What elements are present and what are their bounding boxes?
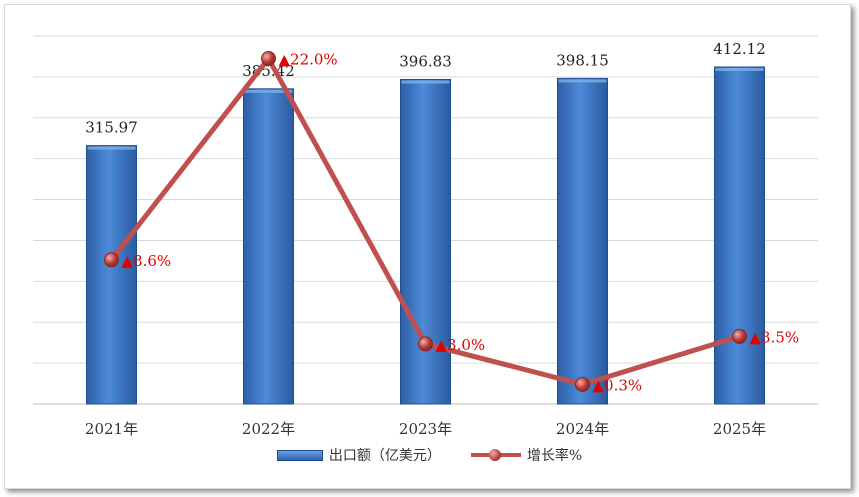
line-point — [261, 51, 276, 67]
legend-line-swatch — [470, 449, 521, 461]
line-value-label: ▲22.0% — [279, 51, 338, 69]
bar-highlight — [715, 67, 764, 71]
bar — [86, 145, 137, 405]
line-value-label: ▲3.0% — [436, 336, 486, 354]
line-point — [575, 376, 590, 392]
x-tick-label: 2021年 — [85, 420, 138, 438]
x-tick-label: 2022年 — [242, 420, 295, 438]
x-tick-labels: 2021年 2022年 2023年 2024年 2025年 — [85, 420, 766, 438]
line-value-label: ▲0.3% — [593, 376, 643, 394]
bar — [714, 66, 765, 405]
line-series — [104, 51, 747, 392]
gridlines — [33, 35, 818, 405]
line-value-labels: ▲8.6% ▲22.0% ▲3.0% ▲0.3% ▲3.5% — [122, 51, 800, 395]
bar-value-label: 315.97 — [85, 119, 138, 137]
x-tick-label: 2023年 — [399, 420, 452, 438]
line-point — [732, 328, 747, 344]
legend-item-bar: 出口额（亿美元） — [276, 445, 441, 465]
line-point — [418, 336, 433, 352]
line-value-label: ▲3.5% — [750, 328, 800, 346]
line-point — [104, 252, 119, 268]
legend: 出口额（亿美元） 增长率% — [0, 443, 859, 467]
line-value-label: ▲8.6% — [122, 252, 172, 270]
bar — [557, 77, 608, 405]
legend-item-line: 增长率% — [470, 445, 583, 465]
bar-highlight — [558, 79, 607, 83]
legend-bar-label: 出口额（亿美元） — [328, 448, 441, 464]
legend-line-label: 增长率% — [526, 448, 583, 464]
bar-value-label: 396.83 — [399, 52, 452, 70]
bar — [243, 88, 294, 405]
x-tick-label: 2025年 — [713, 420, 766, 438]
bar-highlight — [244, 89, 293, 93]
bar-highlight — [87, 146, 136, 150]
x-tick-label: 2024年 — [556, 420, 609, 438]
bar-value-label: 412.12 — [713, 40, 766, 58]
legend-bar-swatch — [276, 449, 323, 461]
bar-series — [86, 66, 765, 405]
bar-highlight — [401, 80, 450, 84]
bar — [400, 78, 451, 405]
bar-value-label: 398.15 — [556, 51, 609, 69]
